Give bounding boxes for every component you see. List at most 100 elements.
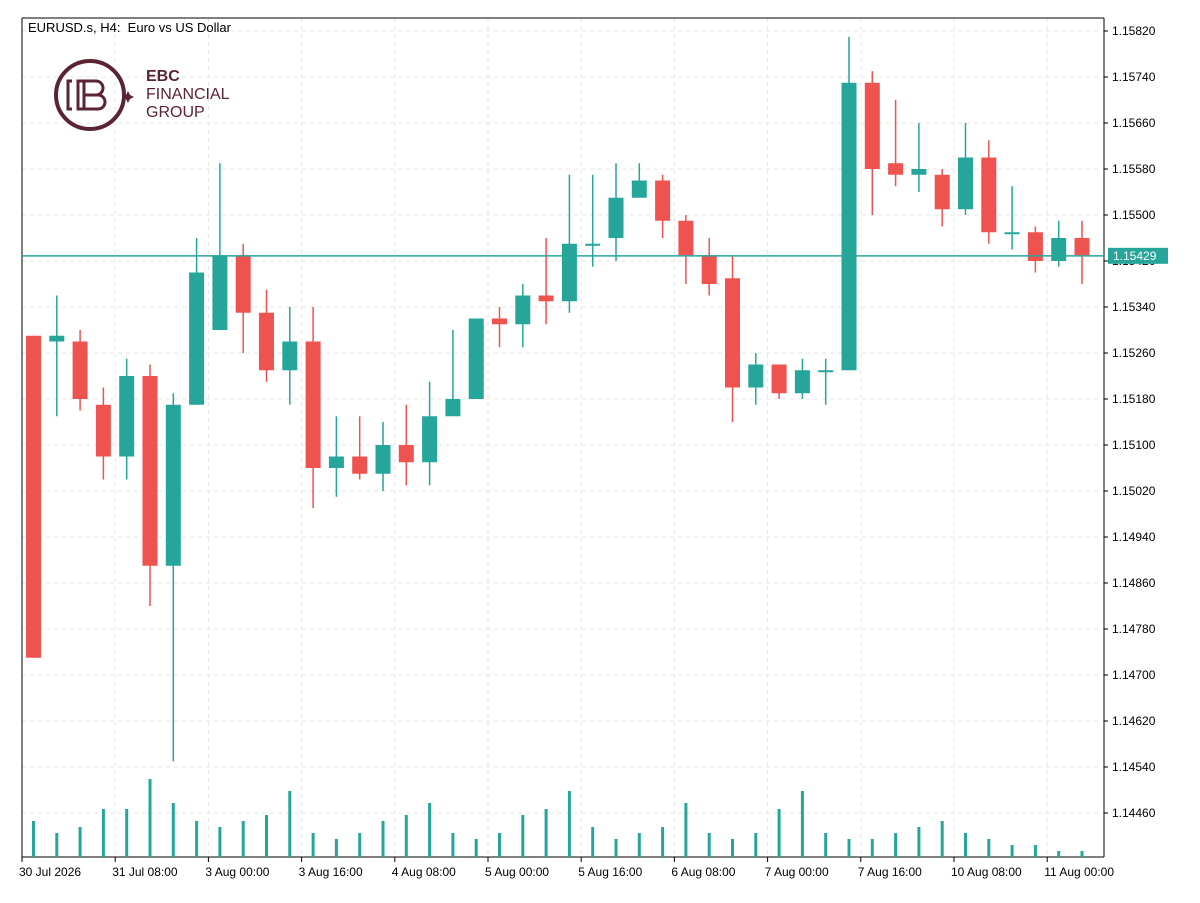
x-tick-label: 5 Aug 16:00 bbox=[578, 865, 642, 879]
grid bbox=[21, 18, 1104, 857]
candle-body bbox=[235, 255, 251, 313]
candle-body bbox=[631, 180, 647, 198]
candle-body bbox=[561, 243, 577, 302]
ebc-logo: EBC FINANCIAL GROUP bbox=[50, 55, 250, 135]
x-tick-label: 3 Aug 00:00 bbox=[205, 865, 269, 879]
y-tick-label: 1.15100 bbox=[1112, 438, 1156, 452]
candle bbox=[655, 174, 671, 238]
candle bbox=[538, 238, 554, 325]
candle-body bbox=[1051, 238, 1067, 261]
candle-body bbox=[864, 82, 880, 169]
candle bbox=[49, 295, 65, 417]
candle bbox=[212, 163, 228, 330]
y-axis-labels: 1.15820 1.15740 1.15660 1.15580 1.15500 1.154… bbox=[1112, 24, 1156, 820]
candle-body bbox=[701, 255, 717, 284]
x-tick-label: 30 Jul 2026 bbox=[19, 865, 81, 879]
y-tick-label: 1.15020 bbox=[1112, 484, 1156, 498]
candle bbox=[26, 335, 41, 658]
y-tick-label: 1.14860 bbox=[1112, 576, 1156, 590]
candle bbox=[235, 243, 251, 353]
candle-body bbox=[958, 157, 973, 210]
candle bbox=[561, 174, 577, 313]
current-price-badge bbox=[1108, 247, 1168, 264]
x-tick-label: 6 Aug 08:00 bbox=[671, 865, 735, 879]
candle-body bbox=[911, 169, 927, 175]
candle bbox=[981, 140, 997, 244]
candle-body bbox=[492, 318, 507, 325]
candle-body bbox=[165, 404, 181, 566]
candle bbox=[259, 289, 274, 382]
x-tick-label: 3 Aug 16:00 bbox=[299, 865, 363, 879]
candle bbox=[305, 307, 321, 509]
candle bbox=[748, 353, 764, 405]
candle bbox=[958, 123, 973, 215]
ebc-logo-mark bbox=[54, 59, 134, 131]
candle-body bbox=[468, 318, 484, 399]
candle-body bbox=[585, 243, 601, 246]
candle-body bbox=[538, 295, 554, 302]
candle bbox=[888, 100, 904, 187]
candle-body bbox=[515, 295, 531, 325]
candle bbox=[771, 364, 787, 399]
candle bbox=[375, 422, 391, 491]
y-tick-label: 1.15580 bbox=[1112, 162, 1156, 176]
candle bbox=[794, 358, 810, 399]
candle bbox=[282, 307, 298, 405]
y-tick-label: 1.15820 bbox=[1112, 24, 1156, 38]
candle-body bbox=[725, 278, 740, 388]
y-tick-label: 1.14700 bbox=[1112, 668, 1156, 682]
y-tick-label: 1.14940 bbox=[1112, 530, 1156, 544]
candle bbox=[585, 174, 601, 267]
candle-body bbox=[26, 335, 41, 658]
candle-body bbox=[655, 180, 671, 221]
candle bbox=[142, 364, 158, 606]
candle-body bbox=[422, 416, 438, 463]
candle bbox=[189, 238, 205, 405]
candle-body bbox=[748, 364, 764, 388]
candle-body bbox=[888, 163, 904, 175]
chart-title: EURUSD.s, H4: Euro vs US Dollar bbox=[28, 20, 231, 35]
candle bbox=[631, 163, 647, 198]
candle-body bbox=[841, 82, 857, 371]
x-tick-label: 4 Aug 08:00 bbox=[392, 865, 456, 879]
candle-body bbox=[352, 456, 368, 474]
candle bbox=[328, 416, 344, 497]
candle-body bbox=[678, 220, 694, 256]
candle-body bbox=[142, 376, 158, 566]
candle bbox=[422, 381, 438, 486]
y-tick-label: 1.14780 bbox=[1112, 622, 1156, 636]
y-tick-label: 1.14620 bbox=[1112, 714, 1156, 728]
y-tick-label: 1.15740 bbox=[1112, 70, 1156, 84]
logo-line-group: GROUP bbox=[146, 104, 205, 121]
candle-body bbox=[1004, 232, 1020, 235]
candle-body bbox=[95, 404, 111, 457]
y-tick-label: 1.15340 bbox=[1112, 300, 1156, 314]
x-tick-label: 7 Aug 00:00 bbox=[765, 865, 829, 879]
candle-body bbox=[375, 445, 391, 474]
candle-body bbox=[818, 370, 834, 373]
candle bbox=[352, 416, 368, 480]
candle-body bbox=[794, 370, 810, 394]
candle bbox=[608, 163, 624, 261]
x-tick-label: 31 Jul 08:00 bbox=[112, 865, 178, 879]
logo-line-financial: FINANCIAL bbox=[146, 86, 230, 103]
candle bbox=[725, 255, 740, 422]
candle bbox=[841, 36, 857, 371]
candle-body bbox=[1027, 232, 1043, 261]
candle bbox=[1051, 220, 1067, 267]
candle-body bbox=[398, 445, 414, 463]
candle bbox=[934, 169, 950, 227]
candle bbox=[95, 387, 111, 480]
candle bbox=[165, 393, 181, 762]
x-tick-label: 10 Aug 08:00 bbox=[951, 865, 1022, 879]
candle bbox=[445, 330, 461, 417]
candle-body bbox=[119, 376, 135, 457]
candle bbox=[468, 318, 484, 399]
candle-body bbox=[259, 312, 274, 371]
x-tick-label: 7 Aug 16:00 bbox=[858, 865, 922, 879]
candles bbox=[26, 36, 1090, 762]
y-tick-label: 1.15660 bbox=[1112, 116, 1156, 130]
candle bbox=[911, 123, 927, 192]
candle-body bbox=[305, 341, 321, 468]
